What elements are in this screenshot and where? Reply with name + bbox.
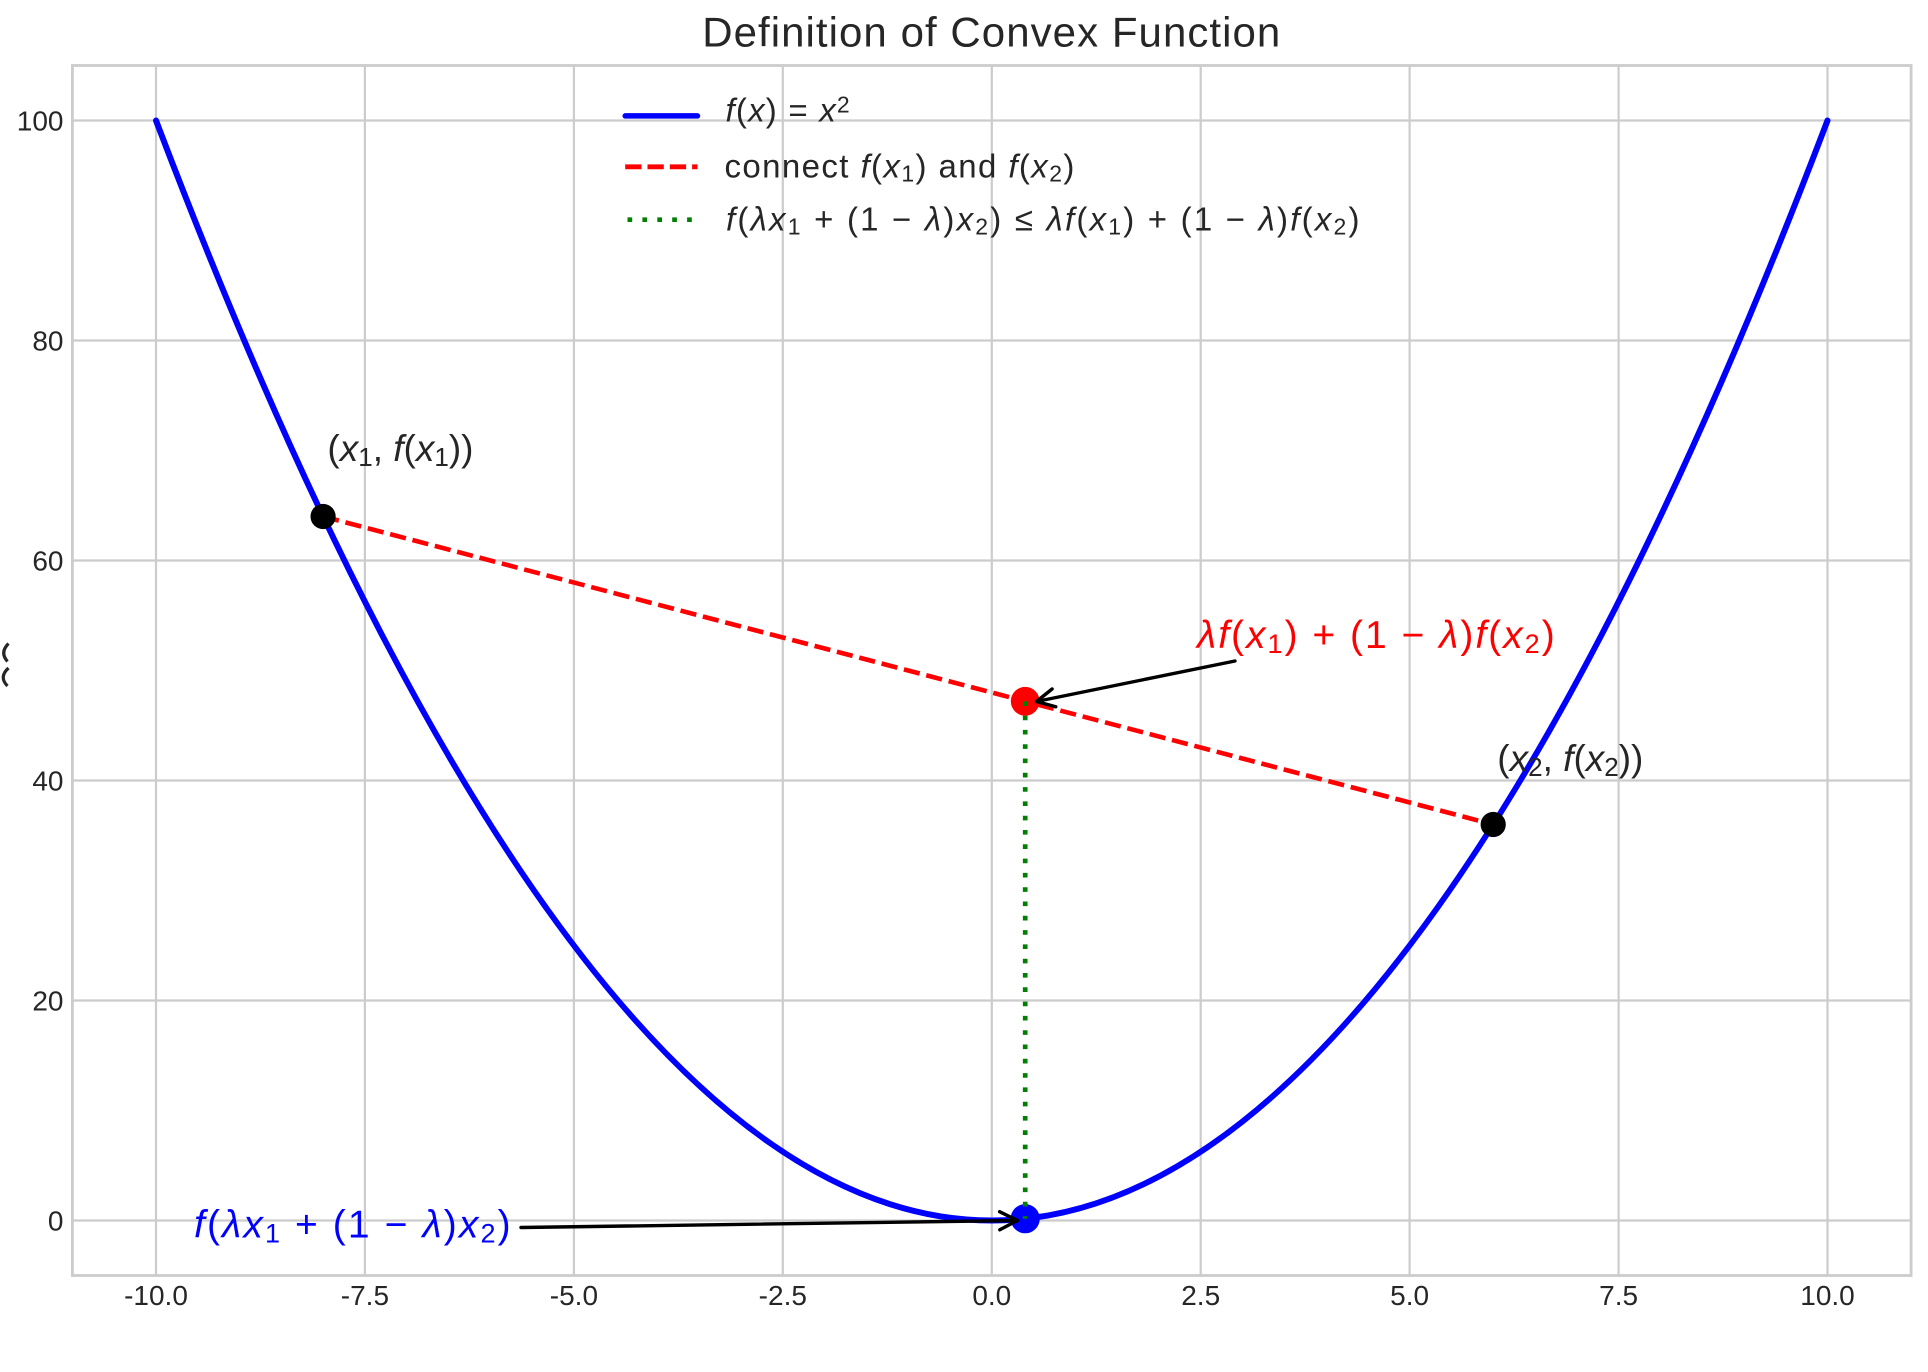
svg-text:(x2, f(x2)): (x2, f(x2)) (1497, 738, 1643, 782)
svg-text:5.0: 5.0 (1390, 1280, 1429, 1311)
svg-text:100: 100 (17, 106, 64, 137)
svg-text:-5.0: -5.0 (550, 1280, 598, 1311)
svg-text:Definition of Convex Function: Definition of Convex Function (702, 9, 1281, 56)
svg-text:λf(x1) + (1 − λ)f(x2): λf(x1) + (1 − λ)f(x2) (1195, 614, 1557, 659)
svg-text:20: 20 (32, 986, 63, 1017)
svg-text:f(λx1 + (1 − λ)x2): f(λx1 + (1 − λ)x2) (194, 1204, 513, 1249)
svg-text:-7.5: -7.5 (341, 1280, 389, 1311)
svg-text:40: 40 (32, 766, 63, 797)
svg-text:f(x) = x2: f(x) = x2 (726, 92, 851, 129)
svg-text:0: 0 (48, 1206, 64, 1237)
svg-text:60: 60 (32, 546, 63, 577)
svg-text:0.0: 0.0 (972, 1280, 1011, 1311)
svg-text:10.0: 10.0 (1800, 1280, 1855, 1311)
svg-text:80: 80 (32, 326, 63, 357)
svg-text:-10.0: -10.0 (124, 1280, 188, 1311)
svg-text:-2.5: -2.5 (759, 1280, 807, 1311)
svg-text:7.5: 7.5 (1599, 1280, 1638, 1311)
svg-text:(x1, f(x1)): (x1, f(x1)) (327, 428, 473, 472)
svg-text:connect f(x1) and f(x2): connect f(x1) and f(x2) (725, 148, 1076, 187)
svg-text:2.5: 2.5 (1181, 1280, 1220, 1311)
svg-text:f(λx1 + (1 − λ)x2) ≤ λf(x1) +: f(λx1 + (1 − λ)x2) ≤ λf(x1) + (1 − λ)f(x… (726, 201, 1362, 240)
